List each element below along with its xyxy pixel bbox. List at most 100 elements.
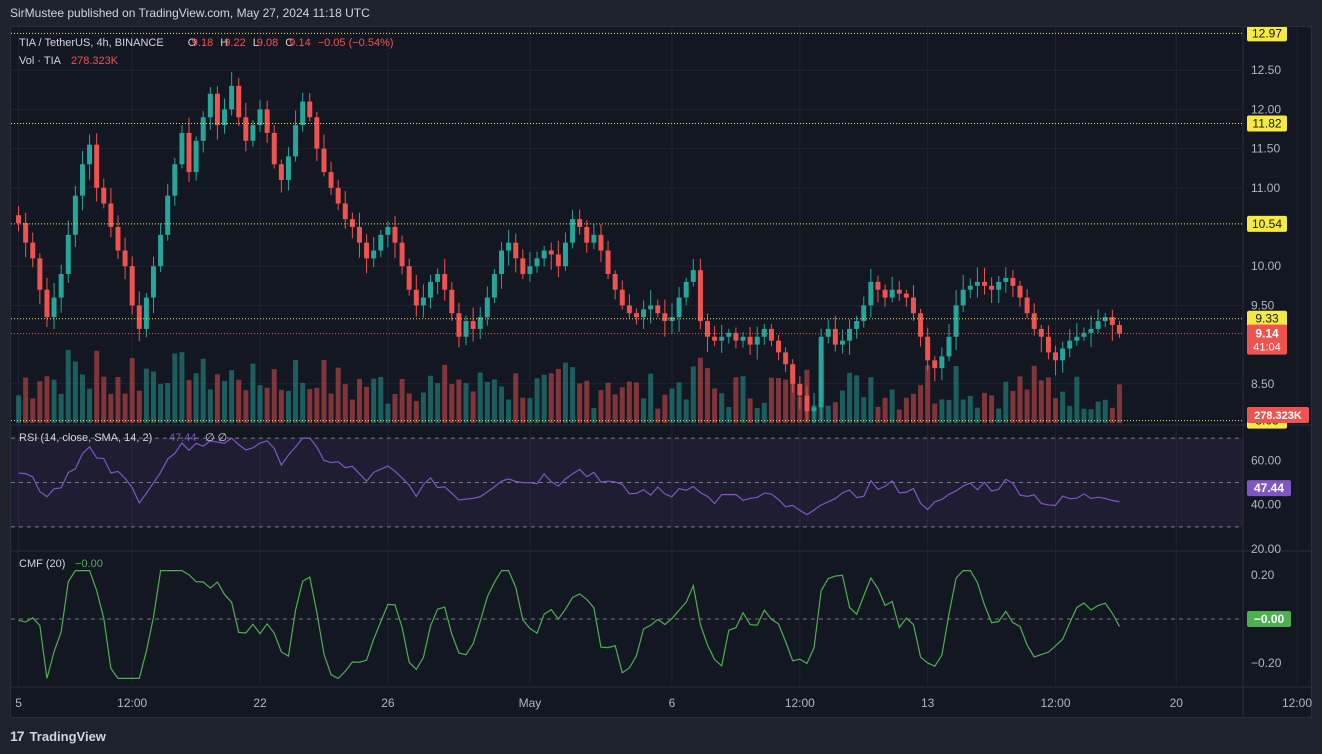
price-level-badge: [1247, 27, 1287, 42]
candle-body: [768, 328, 774, 341]
candle-body: [236, 85, 242, 118]
last-price-badge: [1247, 324, 1287, 355]
volume-bar: [797, 396, 803, 423]
volume-bar: [151, 371, 156, 423]
candle-body: [356, 227, 362, 243]
candle-body: [300, 101, 306, 126]
rsi-tick-label: 60.00: [1251, 453, 1281, 467]
volume-bar: [719, 393, 725, 423]
candle-body: [193, 140, 199, 173]
volume-bar: [37, 381, 43, 423]
candle-body: [648, 305, 654, 310]
candle-body: [662, 313, 668, 322]
volume-bar: [506, 399, 512, 423]
time-tick-label: May: [519, 696, 542, 710]
candle-body: [534, 258, 540, 267]
price-level-label: 9.33: [1255, 312, 1279, 326]
candle-body: [548, 250, 554, 255]
candle-body: [825, 328, 831, 337]
candle-body: [364, 242, 370, 259]
chart-frame[interactable]: 12.50 12.00 11.50 11.00 10.00 9.50 8.50 5 12:00 2…: [10, 26, 1313, 719]
legend-vol-value: 278.323K: [71, 55, 119, 67]
volume-bar: [1109, 407, 1115, 423]
candle-body: [960, 289, 966, 306]
time-tick-label: 12:00: [1282, 696, 1312, 710]
price-tick-label: 9.50: [1251, 298, 1275, 312]
volume-bar: [726, 406, 732, 423]
candle-body: [222, 109, 228, 126]
volume-bar: [967, 395, 973, 423]
volume-bar: [648, 373, 654, 423]
volume-bar: [697, 357, 703, 423]
volume-bar: [989, 395, 995, 423]
volume-bar: [626, 381, 632, 423]
candle-body: [527, 266, 533, 275]
volume-bar: [456, 379, 462, 423]
candle-body: [399, 242, 405, 267]
volume-bar: [1031, 365, 1037, 423]
candle-body: [591, 234, 597, 243]
candle-body: [1031, 313, 1037, 329]
rsi-legend-label: RSI (14, close, SMA, 14, 2): [19, 432, 152, 444]
candle-body: [79, 164, 85, 196]
volume-bar: [328, 393, 334, 423]
candle-body: [264, 109, 270, 133]
candle-body: [1010, 277, 1016, 286]
candle-body: [1003, 277, 1009, 282]
volume-bar: [442, 364, 448, 423]
volume-bar: [79, 374, 85, 423]
volume-bar: [669, 388, 675, 423]
candle-body: [349, 219, 355, 227]
candle-body: [818, 336, 824, 408]
volume-bar: [51, 379, 57, 423]
countdown-label: 41:04: [1253, 342, 1281, 354]
time-tick-label: 5: [15, 696, 22, 710]
volume-bar: [1116, 384, 1122, 423]
volume-bar: [1024, 389, 1030, 423]
volume-badge: [1247, 407, 1309, 423]
candle-body: [797, 383, 803, 396]
volume-bar: [16, 395, 22, 423]
legend-close: 9.14: [289, 37, 310, 49]
chart-svg[interactable]: 12.50 12.00 11.50 11.00 10.00 9.50 8.50 5 12:00 2…: [11, 27, 1313, 719]
volume-bar: [165, 382, 171, 423]
volume-bar: [342, 384, 348, 423]
candle-body: [285, 156, 291, 180]
cmf-badge: [1247, 611, 1291, 627]
candle-body: [861, 305, 867, 322]
volume-bar: [1045, 377, 1051, 423]
volume-bar: [364, 386, 370, 423]
candle-body: [1102, 317, 1108, 322]
time-tick-label: 12:00: [1041, 696, 1071, 710]
cmf-badge-label: −0.00: [1254, 612, 1285, 626]
volume-badge-label: 278.323K: [1254, 410, 1302, 422]
candle-body: [456, 313, 462, 337]
candle-body: [44, 289, 50, 318]
price-level-label: 10.54: [1252, 217, 1282, 231]
volume-bar: [435, 383, 441, 423]
volume-bar: [534, 378, 540, 423]
candle-body: [939, 356, 945, 369]
candle-body: [1116, 325, 1122, 334]
volume-bar: [1067, 405, 1073, 423]
candle-body: [207, 93, 213, 118]
volume-bar: [484, 381, 490, 423]
volume-bar: [271, 369, 277, 423]
volume-bar: [570, 367, 576, 423]
candle-body: [1074, 336, 1080, 341]
volume-bar: [392, 394, 398, 423]
volume-bar: [236, 379, 242, 423]
candle-body: [839, 340, 845, 345]
volume-bar: [378, 376, 384, 423]
candle-body: [449, 289, 455, 314]
volume-bar: [399, 378, 405, 423]
volume-bar: [896, 409, 902, 423]
candle-body: [200, 117, 206, 141]
candle-body: [271, 132, 277, 165]
candle-body: [953, 305, 959, 337]
volume-bar: [889, 389, 895, 423]
candle-body: [1017, 285, 1023, 298]
candle-body: [832, 328, 838, 345]
candle-body: [484, 297, 490, 318]
volume-bar: [1081, 408, 1087, 423]
